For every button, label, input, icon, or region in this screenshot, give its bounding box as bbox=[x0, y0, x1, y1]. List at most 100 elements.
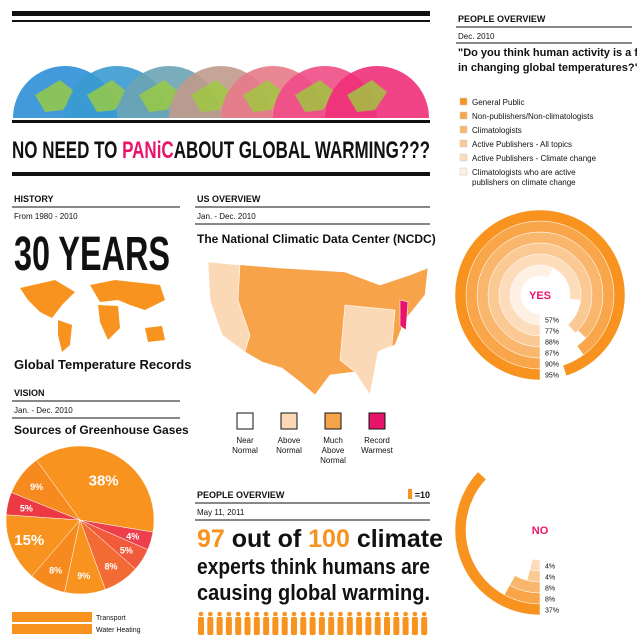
person-body bbox=[300, 617, 307, 635]
globe-land bbox=[139, 80, 179, 112]
title-highlight: PANiC bbox=[122, 137, 174, 164]
legend: NearNormalAboveNormalMuchAboveNormalReco… bbox=[232, 412, 394, 465]
us-map bbox=[207, 261, 429, 396]
person-body bbox=[411, 617, 418, 635]
person-head bbox=[235, 611, 241, 617]
person-head bbox=[198, 611, 204, 617]
person-body bbox=[365, 617, 372, 635]
data-label: 8% bbox=[545, 586, 555, 593]
person-body bbox=[281, 617, 288, 635]
ring bbox=[454, 471, 541, 616]
person-head bbox=[421, 611, 427, 617]
person-head bbox=[366, 611, 371, 617]
legend-swatch bbox=[368, 412, 386, 430]
person-head bbox=[263, 611, 269, 617]
data-label: 5% bbox=[120, 546, 133, 556]
globe-land bbox=[347, 80, 387, 112]
heading: VISION bbox=[14, 388, 45, 398]
legend-label: Non-publishers/Non-climatologists bbox=[472, 112, 593, 121]
data-label: 4% bbox=[545, 564, 555, 571]
title-part: ABOUT GLOBAL WARMING??? bbox=[174, 137, 430, 164]
rule bbox=[12, 120, 430, 123]
person-head bbox=[245, 611, 250, 617]
ring bbox=[454, 209, 626, 381]
person-head bbox=[328, 611, 334, 617]
date: Dec. 2010 bbox=[458, 32, 495, 41]
period: Jan. - Dec. 2010 bbox=[197, 212, 256, 221]
legend-swatch bbox=[459, 125, 468, 134]
subtitle: The National Climatic Data Center (NCDC) bbox=[197, 232, 436, 246]
legend-label: Above bbox=[322, 446, 345, 455]
legend-label: Normal bbox=[276, 446, 302, 455]
person-head bbox=[319, 611, 325, 617]
person-body bbox=[291, 617, 297, 635]
person-head bbox=[338, 611, 343, 617]
data-label: 57% bbox=[545, 318, 559, 325]
data-label: 37% bbox=[545, 608, 559, 615]
person-head bbox=[273, 611, 278, 617]
data-label: 90% bbox=[545, 362, 559, 369]
top-rule bbox=[12, 11, 430, 16]
legend-label: publishers on climate change bbox=[472, 178, 576, 187]
data-label: 38% bbox=[89, 473, 119, 490]
ring bbox=[526, 569, 541, 583]
legend-label: Normal bbox=[320, 456, 346, 465]
chart-title: YES bbox=[529, 290, 551, 302]
person-body bbox=[384, 617, 390, 635]
person-head bbox=[412, 611, 418, 617]
person-head bbox=[347, 611, 353, 617]
subtitle: Sources of Greenhouse Gases bbox=[14, 423, 189, 437]
number: 97 bbox=[197, 525, 225, 553]
legend-label: Much bbox=[323, 436, 343, 445]
legend-label: Transport bbox=[96, 615, 126, 622]
caption: Global Temperature Records bbox=[14, 357, 191, 372]
data-label: 5% bbox=[20, 504, 33, 514]
chart-title: NO bbox=[532, 525, 549, 537]
pie-slice bbox=[11, 459, 81, 521]
statement: 97 out of 100 climate bbox=[197, 525, 443, 553]
radial-chart: NO 4% 4% 8% 8% 37% bbox=[454, 471, 559, 616]
person-head bbox=[394, 611, 399, 617]
legend-label: Climatologists who are active bbox=[472, 168, 576, 177]
legend-label: Climatologists bbox=[472, 126, 522, 135]
person-head bbox=[356, 611, 362, 617]
person-head bbox=[375, 611, 381, 617]
legend-swatch bbox=[459, 153, 468, 162]
person-body bbox=[374, 617, 381, 635]
person-body bbox=[272, 617, 279, 635]
person-body bbox=[198, 617, 204, 635]
data-label: 8% bbox=[49, 565, 62, 575]
ring bbox=[529, 558, 541, 572]
person-head bbox=[217, 611, 222, 617]
person-body bbox=[356, 617, 363, 635]
legend-label: Above bbox=[278, 436, 301, 445]
period: Jan. - Dec. 2010 bbox=[14, 406, 73, 415]
legend-label: General Public bbox=[472, 98, 524, 107]
person-head bbox=[301, 611, 306, 617]
legend-label: Record bbox=[364, 436, 390, 445]
person-head bbox=[291, 611, 297, 617]
person-head bbox=[384, 611, 390, 617]
legend-label: Active Publishers - All topics bbox=[472, 140, 572, 149]
heading: US OVERVIEW bbox=[197, 194, 261, 204]
date: May 11, 2011 bbox=[197, 508, 245, 517]
person-head bbox=[226, 611, 232, 617]
radial-chart: YES 57% 77% 88% 87% 90% 95% bbox=[454, 209, 626, 381]
person-head bbox=[403, 611, 408, 617]
pie-chart: 38%4%5%8%9%8%15%5%9% bbox=[5, 445, 155, 595]
person-body bbox=[309, 617, 316, 635]
person-body bbox=[253, 617, 260, 635]
data-label: 77% bbox=[545, 329, 559, 336]
title: NO NEED TO PANiCABOUT GLOBAL WARMING??? bbox=[12, 137, 430, 164]
heading: PEOPLE OVERVIEW bbox=[197, 490, 285, 500]
person-body bbox=[346, 617, 353, 635]
legend-label: Normal bbox=[232, 446, 258, 455]
data-label: 8% bbox=[104, 561, 117, 571]
person-body bbox=[421, 617, 428, 635]
person-body bbox=[207, 617, 214, 635]
globe-land bbox=[87, 80, 127, 112]
person-body bbox=[318, 617, 325, 635]
data-label: 15% bbox=[14, 532, 44, 549]
title-part: NO NEED TO bbox=[12, 137, 117, 164]
